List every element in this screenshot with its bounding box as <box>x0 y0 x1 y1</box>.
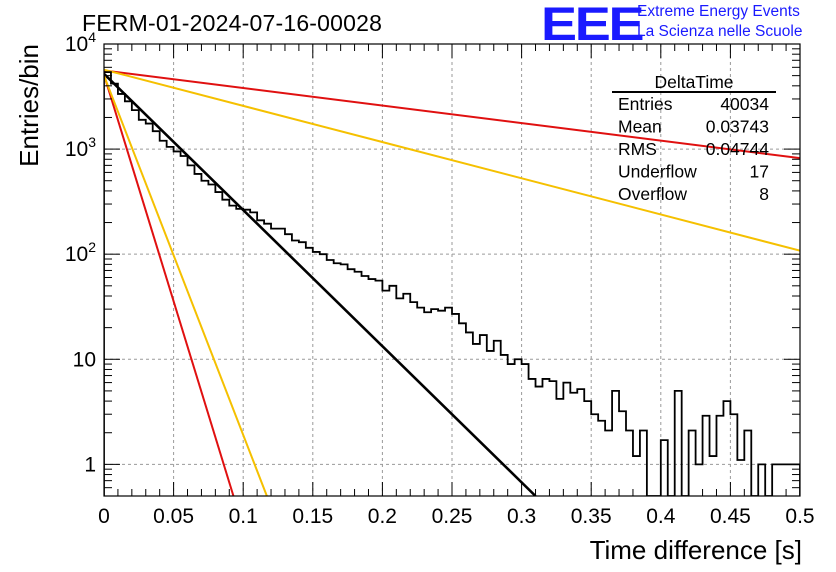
fit-line-red-3 <box>104 74 235 496</box>
fit-line-black-0 <box>104 72 537 496</box>
fit-line-red-1 <box>104 69 800 160</box>
stats-title: DeltaTime <box>654 72 733 92</box>
x-tick-label: 0.3 <box>507 505 536 528</box>
stats-label-underflow: Underflow <box>618 162 697 182</box>
x-axis-title: Time difference [s] <box>590 535 802 565</box>
x-tick-label: 0.45 <box>710 505 751 528</box>
fit-line-yellow-4 <box>104 75 268 496</box>
eee-logo: EEE <box>541 0 645 50</box>
tick-layer: 0 0.05 0.1 0.15 0.2 0.25 0.3 0.35 0.4 0.45 0.5 1 10 1… <box>65 29 815 528</box>
y-tick-label: 104 <box>65 29 96 56</box>
stats-value-underflow: 17 <box>750 162 769 182</box>
x-tick-label: 0.4 <box>646 505 676 528</box>
fit-layer <box>104 68 800 496</box>
logo-caption-line2: La Scienza nelle Scuole <box>637 23 803 40</box>
y-tick-label: 103 <box>65 134 96 161</box>
stats-value-entries: 40034 <box>720 94 769 114</box>
x-tick-label: 0 <box>98 505 110 528</box>
x-tick-label: 0.05 <box>153 505 194 528</box>
stats-label-rms: RMS <box>618 139 657 159</box>
histogram-steps <box>104 71 800 496</box>
fit-line-yellow-2 <box>104 68 800 252</box>
x-tick-label: 0.2 <box>368 505 397 528</box>
page-title: FERM-01-2024-07-16-00028 <box>82 10 383 36</box>
stats-label-entries: Entries <box>618 94 673 114</box>
stats-value-mean: 0.03743 <box>706 117 769 137</box>
x-tick-label: 0.1 <box>229 505 258 528</box>
histogram-layer <box>104 71 800 496</box>
y-tick-label: 102 <box>65 239 96 266</box>
x-tick-label: 0.35 <box>571 505 612 528</box>
x-tick-label: 0.25 <box>432 505 473 528</box>
stats-label-mean: Mean <box>618 117 662 137</box>
y-tick-label: 1 <box>84 453 96 476</box>
grid-layer <box>104 43 800 496</box>
y-tick-label: 10 <box>73 348 96 371</box>
y-axis-title: Entries/bin <box>14 44 44 167</box>
stats-value-overflow: 8 <box>759 184 769 204</box>
stats-value-rms: 0.04744 <box>706 139 770 159</box>
x-tick-label: 0.5 <box>785 505 814 528</box>
logo-caption-line1: Extreme Energy Events <box>637 3 800 20</box>
x-tick-label: 0.15 <box>292 505 333 528</box>
stats-label-overflow: Overflow <box>618 184 687 204</box>
